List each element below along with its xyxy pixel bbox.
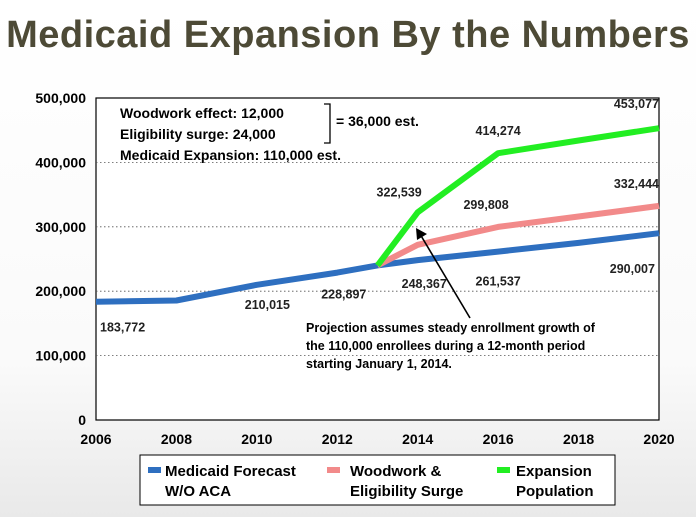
data-label: 210,015	[245, 298, 290, 312]
y-tick-label: 300,000	[35, 219, 86, 235]
y-tick-label: 0	[78, 412, 86, 428]
data-label: 248,367	[402, 277, 447, 291]
x-tick-label: 2012	[322, 431, 353, 447]
series-line-1	[376, 202, 660, 269]
series-line-2	[375, 125, 660, 268]
legend-woodwork-line-1: Woodwork &	[350, 463, 442, 480]
x-tick-label: 2008	[161, 431, 192, 447]
y-tick-label: 100,000	[35, 348, 86, 364]
x-tick-label: 2006	[80, 431, 111, 447]
data-label: 183,772	[100, 321, 145, 335]
x-tick-label: 2020	[643, 431, 674, 447]
sum-bracket	[324, 103, 331, 144]
data-label: 261,537	[476, 275, 521, 289]
legend-box	[139, 454, 616, 506]
data-label: 228,897	[321, 288, 366, 302]
data-label: 453,077	[614, 97, 659, 111]
plot-area	[95, 97, 660, 421]
legend-expansion-line-2: Population	[516, 483, 594, 500]
x-tick-label: 2014	[402, 431, 433, 447]
eligibility-note: Eligibility surge: 24,000	[120, 126, 276, 142]
projection-arrow-line	[419, 233, 471, 319]
x-tick-label: 2018	[563, 431, 594, 447]
x-tick-label: 2010	[241, 431, 272, 447]
projection-line-1: Projection assumes steady enrollment gro…	[306, 321, 596, 335]
legend-forecast-line-1: Medicaid Forecast	[165, 463, 296, 480]
y-tick-label: 400,000	[35, 154, 86, 170]
legend-woodwork-line-2: Eligibility Surge	[350, 483, 463, 500]
slide-title: Medicaid Expansion By the Numbers	[6, 14, 690, 56]
projection-line-3: starting January 1, 2014.	[306, 357, 452, 371]
data-label: 332,444	[614, 177, 659, 191]
data-label: 414,274	[476, 124, 521, 138]
x-tick-label: 2016	[483, 431, 514, 447]
annotation-block: Woodwork effect: 12,000 Eligibility surg…	[120, 103, 419, 163]
projection-line-2: the 110,000 enrollees during a 12-month …	[306, 339, 585, 353]
legend-forecast-line-2: W/O ACA	[165, 483, 231, 500]
data-label: 322,539	[377, 185, 422, 199]
legend: Medicaid Forecast W/O ACA Woodwork & Eli…	[139, 454, 616, 506]
projection-arrow-head	[416, 228, 427, 240]
expansion-note: Medicaid Expansion: 110,000 est.	[120, 147, 341, 163]
data-label: 290,007	[610, 262, 655, 276]
projection-note: Projection assumes steady enrollment gro…	[306, 228, 596, 371]
sum-note: = 36,000 est.	[336, 113, 419, 129]
data-label: 299,808	[463, 198, 508, 212]
woodwork-note: Woodwork effect: 12,000	[120, 105, 284, 121]
y-tick-label: 500,000	[35, 90, 86, 106]
legend-expansion-line-1: Expansion	[516, 463, 592, 480]
y-tick-label: 200,000	[35, 283, 86, 299]
